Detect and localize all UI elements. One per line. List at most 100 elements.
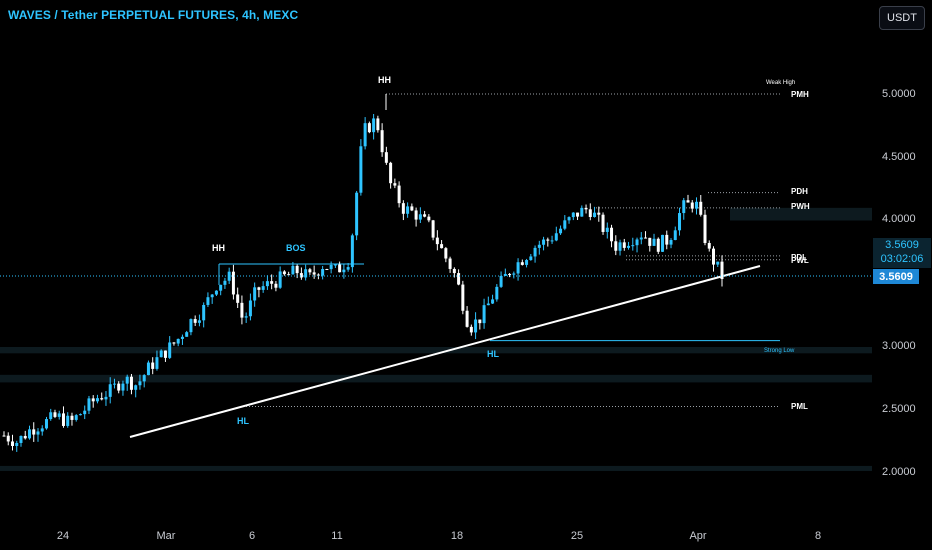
candle-body <box>571 212 575 218</box>
candle-body <box>474 319 478 333</box>
candle-body <box>342 269 346 273</box>
candle-body <box>78 414 82 416</box>
candle-body <box>49 412 53 420</box>
candle-body <box>350 235 354 268</box>
candle-body <box>414 210 418 220</box>
candle-body <box>520 262 524 265</box>
candle-body <box>448 258 452 269</box>
candle-body <box>299 273 303 278</box>
strong-low-label: Strong Low <box>764 348 795 354</box>
bos-label: BOS <box>286 243 306 253</box>
sr-bands <box>0 207 872 471</box>
candle-body <box>444 248 448 259</box>
candle-body <box>44 419 48 429</box>
sr-band <box>0 374 872 383</box>
candle-body <box>384 152 388 163</box>
candle-body <box>427 216 431 221</box>
candle-body <box>180 336 184 339</box>
candle-body <box>563 220 567 229</box>
candle-body <box>295 265 299 274</box>
candle-body <box>134 385 138 390</box>
weak-high-label: Weak High <box>766 80 796 86</box>
candle-body <box>308 269 312 273</box>
candle-body <box>100 398 104 400</box>
sr-band <box>730 207 872 221</box>
candle-body <box>329 264 333 270</box>
pdl-label: PDL <box>791 253 807 262</box>
candles <box>2 113 724 452</box>
candle-body <box>129 376 133 390</box>
candle-body <box>261 286 265 290</box>
candle-body <box>665 234 669 245</box>
candle-body <box>423 214 427 217</box>
pml-label: PML <box>791 402 808 411</box>
candle-body <box>440 244 444 249</box>
candle-body <box>550 240 554 242</box>
x-tick-mar: Mar <box>156 530 176 542</box>
candle-body <box>214 290 218 295</box>
x-tick-11: 11 <box>331 530 343 542</box>
candle-body <box>529 256 533 261</box>
candle-body <box>291 265 295 275</box>
candle-body <box>372 118 376 133</box>
last-price-badge: 3.5609 <box>873 269 919 284</box>
x-tick-apr: Apr <box>689 530 707 542</box>
candle-body <box>189 319 193 333</box>
candle-body <box>193 319 197 323</box>
candle-body <box>112 383 116 385</box>
candle-body <box>512 273 516 275</box>
candle-body <box>703 214 707 243</box>
candle-body <box>397 185 401 204</box>
candle-body <box>244 316 248 318</box>
candle-body <box>176 338 180 344</box>
candle-body <box>274 283 278 288</box>
candle-body <box>287 274 291 276</box>
candle-body <box>393 183 397 186</box>
candle-body <box>253 287 257 301</box>
candle-body <box>338 264 342 273</box>
candle-body <box>312 272 316 275</box>
candle-body <box>227 271 231 281</box>
candle-body <box>516 262 520 274</box>
candle-body <box>108 384 112 397</box>
candle-body <box>652 238 656 246</box>
candle-body <box>270 281 274 284</box>
candle-body <box>482 305 486 324</box>
candle-body <box>508 273 512 275</box>
candle-body <box>682 200 686 214</box>
candle-body <box>83 410 87 415</box>
candle-body <box>363 123 367 147</box>
candle-body <box>223 280 227 285</box>
candle-body <box>172 342 176 344</box>
candle-body <box>104 396 108 400</box>
candle-body <box>593 212 597 217</box>
candle-body <box>686 200 690 203</box>
candle-body <box>622 242 626 248</box>
info-price: 3.5609 <box>885 239 919 251</box>
candle-body <box>304 269 308 278</box>
candle-body <box>631 245 635 247</box>
candle-body <box>580 207 584 217</box>
candle-body <box>23 435 27 439</box>
candle-body <box>61 413 65 426</box>
candle-body <box>656 238 660 252</box>
candle-body <box>57 413 61 417</box>
price-info-badge: 3.5609 03:02:06 <box>873 238 931 268</box>
candle-body <box>491 299 495 304</box>
candle-body <box>265 281 269 287</box>
candle-body <box>95 398 99 402</box>
y-tick-3: 3.0000 <box>882 340 916 352</box>
sr-band <box>0 465 872 471</box>
candle-body <box>720 261 724 279</box>
candle-body <box>146 362 150 376</box>
countdown: 03:02:06 <box>880 253 924 265</box>
candle-body <box>333 264 337 266</box>
currency-button[interactable]: USDT <box>879 6 925 30</box>
candle-body <box>231 271 235 295</box>
x-tick-25: 25 <box>570 530 584 542</box>
hh-left-label: HH <box>212 243 225 253</box>
candle-body <box>695 201 699 209</box>
candle-body <box>503 273 507 276</box>
candle-body <box>40 428 44 432</box>
